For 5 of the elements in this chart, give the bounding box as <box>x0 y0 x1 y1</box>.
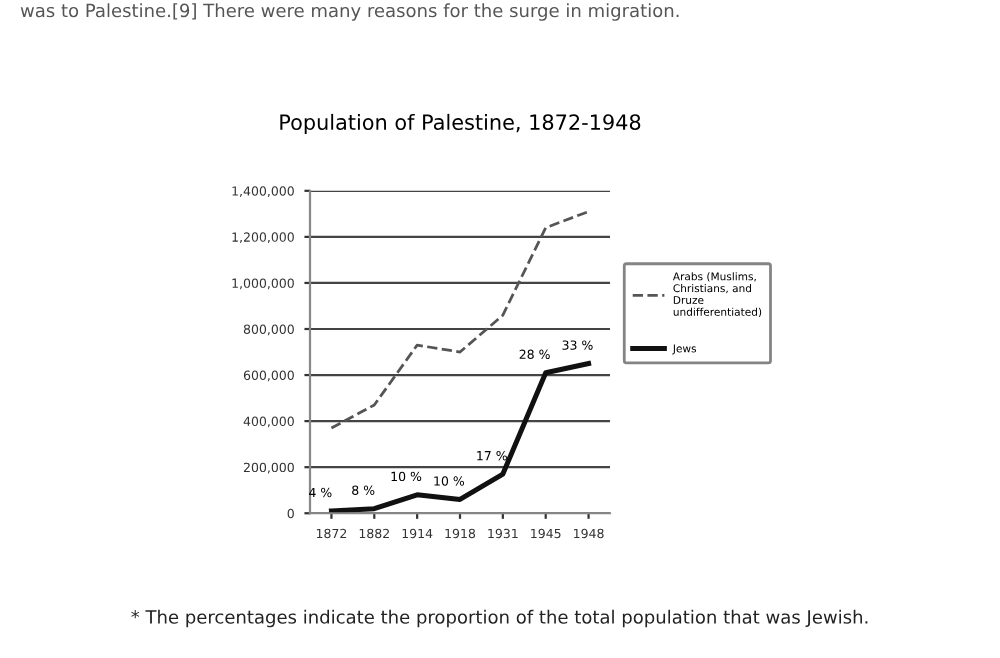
chart-title: Population of Palestine, 1872-1948 <box>280 113 641 135</box>
text: was to Palestine.[9] There were many reasons for the surge in migration. <box>20 3 679 21</box>
line-series <box>328 361 592 514</box>
text: * The percentages indicate the proportion of the total population that was Jewish. <box>131 609 868 628</box>
line-series <box>330 210 590 430</box>
